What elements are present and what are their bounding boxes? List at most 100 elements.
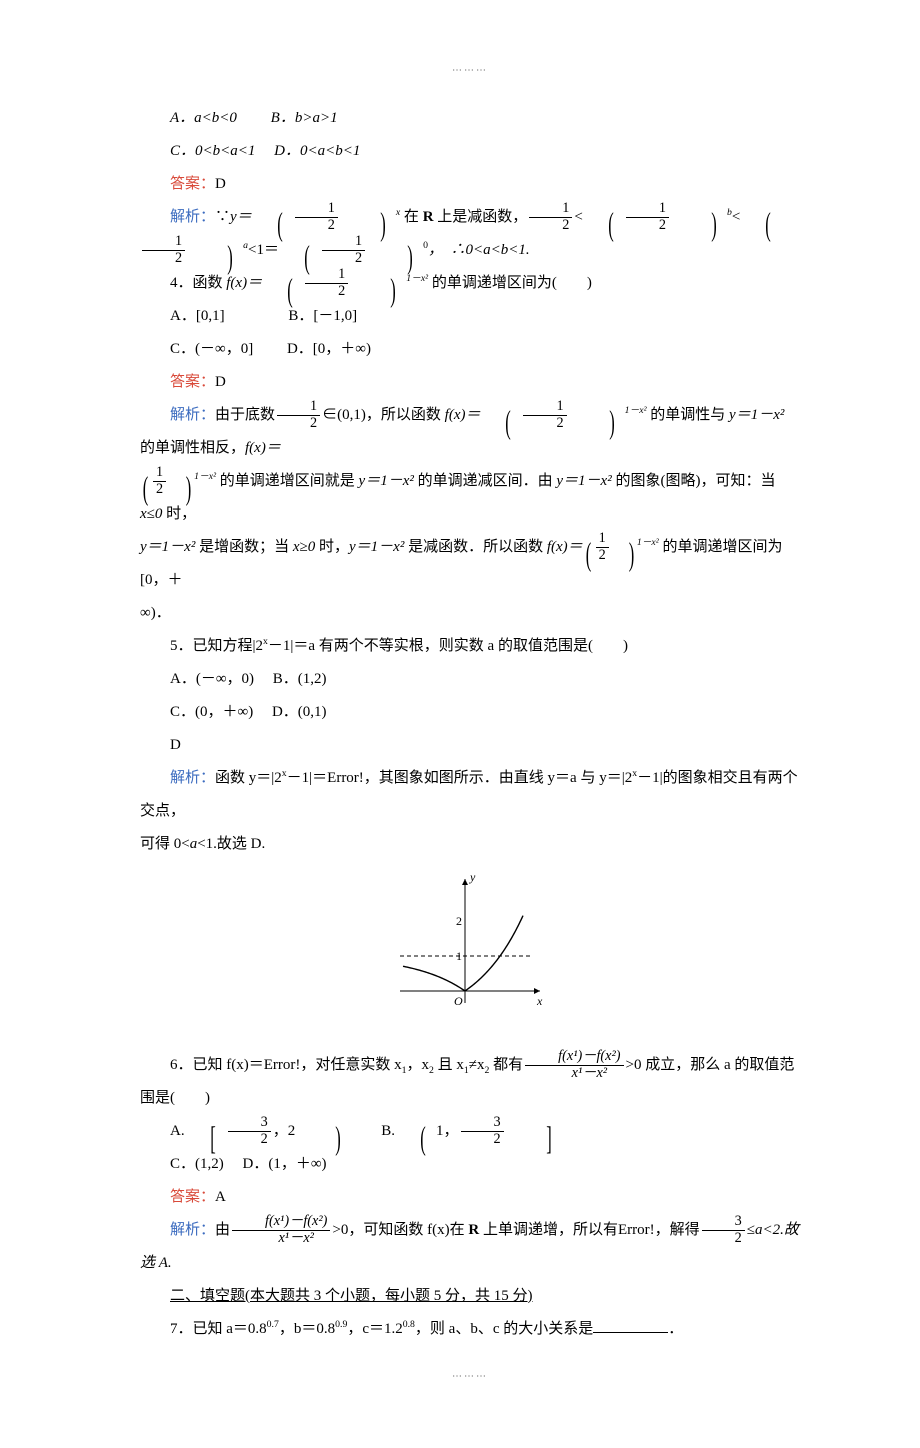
- footer-dots: ⋯⋯⋯: [140, 1366, 800, 1388]
- e3: 0.8: [403, 1319, 415, 1330]
- num: 1: [305, 267, 348, 284]
- frac-half5: 12: [320, 234, 367, 266]
- t13: ∞)．: [140, 605, 171, 621]
- q4-a: A．[0,1]: [170, 308, 225, 324]
- q3-ans: D: [215, 176, 226, 192]
- answer-label: 答案：: [170, 1189, 215, 1205]
- q6-stem: 6．已知 f(x)＝Error!，对任意实数 x1，x2 且 x1≠x2 都有f…: [140, 1049, 800, 1115]
- t3: 的单调性与: [647, 407, 730, 423]
- y1mx2b: y＝1－x²: [349, 539, 404, 555]
- q4-ans: D: [215, 374, 226, 390]
- t5: 的单调递增区间就是: [216, 473, 359, 489]
- exp: 1－x²: [625, 405, 647, 416]
- svg-text:x: x: [536, 994, 543, 1008]
- q3-opt-d: D．0<a<b<1: [274, 143, 360, 159]
- c2: ，2: [273, 1123, 296, 1139]
- s3: 且 x: [434, 1057, 464, 1073]
- fx2: f(x)＝: [245, 440, 281, 456]
- frac-diff: f(x¹)－f(x²)x¹－x²: [523, 1049, 625, 1081]
- answer-label: 答案：: [170, 374, 215, 390]
- q6-a-l: A.: [170, 1123, 185, 1139]
- q3-options-cd: C．0<b<a<1 D．0<a<b<1: [140, 135, 800, 168]
- q6-b-l: B.: [381, 1123, 395, 1139]
- frac-half4: 12: [140, 234, 187, 266]
- q6-answer: 答案：A: [140, 1181, 800, 1214]
- e2: 0.9: [335, 1319, 347, 1330]
- blank-answer: [593, 1317, 668, 1333]
- q3-opt-b: B．b>a>1: [271, 110, 338, 126]
- den: 2: [523, 416, 566, 432]
- frac-half: 12: [303, 267, 350, 299]
- num: f(x¹)－f(x²): [525, 1049, 623, 1066]
- expl-label: 解析：: [170, 770, 215, 786]
- q5-options-cd: C．(0，＋∞) D．(0,1): [140, 696, 800, 729]
- oc: 1，: [436, 1123, 459, 1139]
- t1: 由: [215, 1222, 230, 1238]
- svg-text:2: 2: [456, 914, 462, 928]
- q6-c: C．(1,2): [170, 1156, 224, 1172]
- den: 2: [228, 1132, 271, 1148]
- t8: 时，: [162, 506, 196, 522]
- q7-stem: 7．已知 a＝0.80.7，b＝0.80.9，c＝1.20.8，则 a、b、c …: [140, 1313, 800, 1346]
- q4-s1: 4．函数: [170, 275, 226, 291]
- e1: 0.7: [267, 1319, 279, 1330]
- exp: 1－x²: [194, 471, 216, 482]
- num: 1: [295, 201, 338, 218]
- q5-e2a: 可得 0<: [140, 836, 190, 852]
- num: 1: [142, 234, 185, 251]
- s5: ．: [668, 1321, 683, 1337]
- q4-options-cd: C．(－∞，0] D．[0，＋∞): [140, 333, 800, 366]
- t2: 在: [404, 209, 423, 225]
- den: 2: [295, 218, 338, 234]
- den: 2: [702, 1231, 745, 1247]
- q4-expl-3: y＝1－x² 是增函数；当 x≥0 时，y＝1－x² 是减函数．所以函数 f(x…: [140, 531, 800, 597]
- expl-label: 解析：: [170, 407, 215, 423]
- t7: 的图象(图略)，可知：当: [612, 473, 776, 489]
- lt1: <1＝: [248, 242, 279, 258]
- q5-a: A．(－∞，0): [170, 671, 254, 687]
- t2: ∈(0,1)，所以函数: [322, 407, 445, 423]
- den: x¹－x²: [232, 1231, 330, 1247]
- t3: 上单调递增，所以有Error!，解得: [479, 1222, 699, 1238]
- s1: 6．已知 f(x)＝Error!，对任意实数 x: [170, 1057, 402, 1073]
- exp-x: x: [396, 207, 400, 218]
- den: 2: [596, 548, 609, 564]
- den: 2: [529, 218, 572, 234]
- q4-answer: 答案：D: [140, 366, 800, 399]
- q3-opt-a: A．a<b<0: [170, 110, 237, 126]
- t11: 是减函数．所以函数: [404, 539, 547, 555]
- den: 2: [142, 251, 185, 267]
- q4-stem: 4．函数 f(x)＝(12 )1－x² 的单调递增区间为( ): [140, 267, 800, 300]
- q6-d: D．(1，＋∞): [243, 1156, 327, 1172]
- q5-b: B．(1,2): [273, 671, 327, 687]
- frac-half: 12: [151, 465, 168, 497]
- q4-d: D．[0，＋∞): [287, 341, 371, 357]
- frac-diff: f(x¹)－f(x²)x¹－x²: [230, 1214, 332, 1246]
- den: 2: [322, 251, 365, 267]
- y-eq: y＝: [230, 209, 252, 225]
- svg-text:1: 1: [456, 949, 462, 963]
- frac-half2: 12: [527, 201, 574, 233]
- frac-32: 32: [700, 1214, 747, 1246]
- q5-stem: 5．已知方程|2x－1|＝a 有两个不等实根，则实数 a 的取值范围是( ): [140, 630, 800, 663]
- R: R: [423, 209, 434, 225]
- q5-answer: D: [140, 729, 800, 762]
- q3-answer: 答案：D: [140, 168, 800, 201]
- q6-expl: 解析：由f(x¹)－f(x²)x¹－x²>0，可知函数 f(x)在 R 上单调递…: [140, 1214, 800, 1280]
- expl-label: 解析：: [170, 209, 215, 225]
- lt: <: [732, 209, 740, 225]
- s2: ，x: [407, 1057, 430, 1073]
- den: x¹－x²: [525, 1066, 623, 1082]
- frac-half: 12: [521, 399, 568, 431]
- q5-expl-2: 可得 0<a<1.故选 D.: [140, 828, 800, 861]
- s4: ≠x: [469, 1057, 485, 1073]
- t9: 是增函数；当: [195, 539, 293, 555]
- t3: 上是减函数，: [434, 209, 528, 225]
- frac-32b: 32: [459, 1115, 506, 1147]
- fx-eq: f(x)＝: [226, 275, 262, 291]
- y1mx2b: y＝1－x²: [556, 473, 611, 489]
- expl-label: 解析：: [170, 1222, 215, 1238]
- den: 2: [277, 416, 320, 432]
- y1mx2: y＝1－x²: [359, 473, 414, 489]
- num: 3: [461, 1115, 504, 1132]
